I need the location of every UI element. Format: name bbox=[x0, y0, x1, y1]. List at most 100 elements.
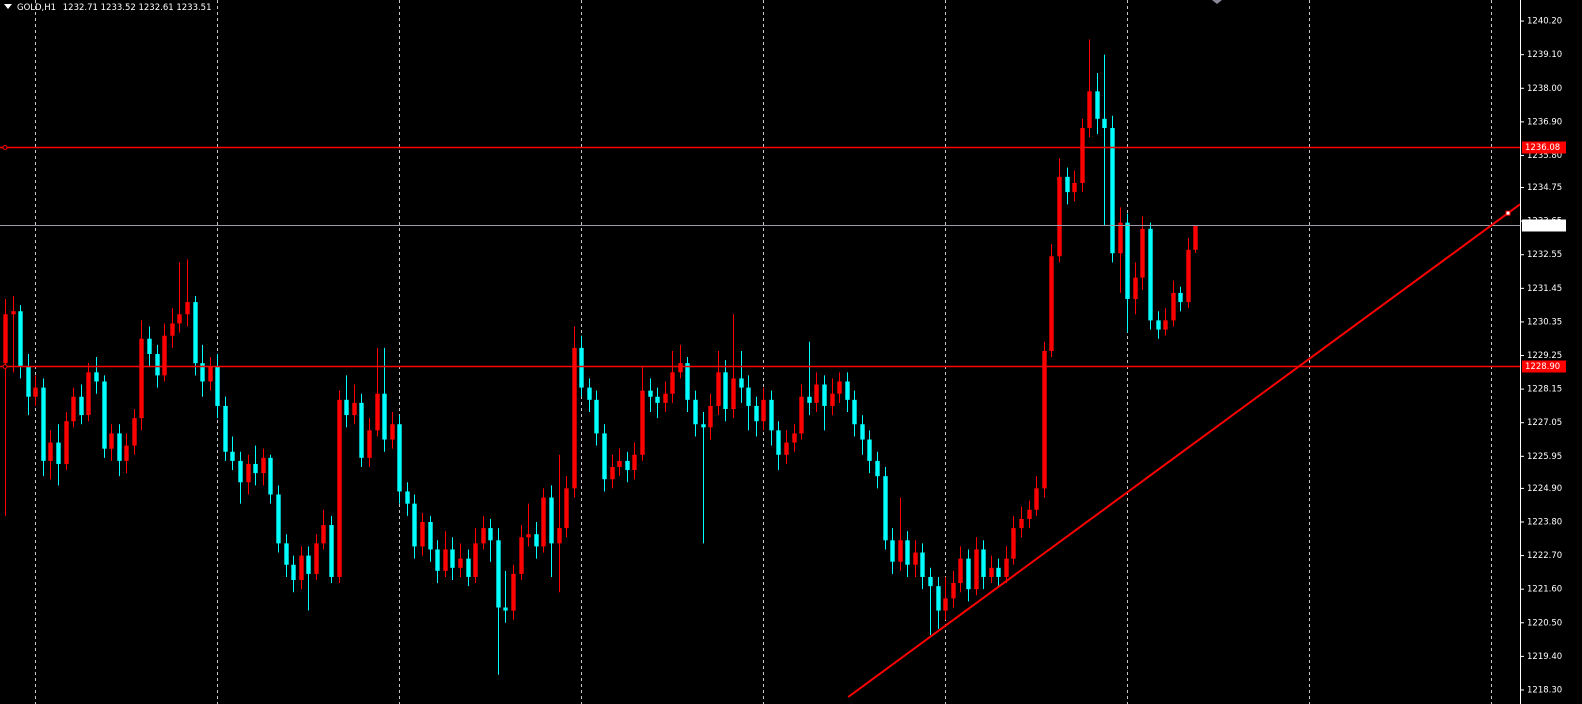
candle-body bbox=[898, 540, 903, 562]
candle-body bbox=[958, 558, 963, 584]
header-high: 1233.52 bbox=[101, 3, 136, 13]
candle-body bbox=[1140, 228, 1145, 278]
y-tick-label: 1225.95 bbox=[1527, 452, 1562, 462]
candle-body bbox=[519, 537, 524, 574]
candle-body bbox=[124, 445, 129, 461]
candle-body bbox=[1125, 222, 1130, 300]
candle-body bbox=[769, 399, 774, 431]
candle-body bbox=[443, 549, 448, 571]
candle-body bbox=[1011, 528, 1016, 559]
chart-header: GOLD,H1 1232.71 1233.52 1232.61 1233.51 bbox=[17, 3, 212, 13]
candle-body bbox=[761, 399, 766, 422]
candle-body bbox=[261, 457, 266, 474]
candle-body bbox=[367, 430, 372, 458]
candle-body bbox=[845, 381, 850, 400]
candle-body bbox=[496, 540, 501, 608]
candle-body bbox=[162, 335, 167, 376]
menu-arrow[interactable] bbox=[4, 4, 12, 9]
candle-body bbox=[428, 521, 433, 550]
candle-body bbox=[905, 540, 910, 565]
candle-body bbox=[405, 491, 410, 504]
candle-body bbox=[739, 378, 744, 388]
candle-body bbox=[314, 543, 319, 574]
y-tick-label: 1223.80 bbox=[1527, 517, 1562, 527]
candle-body bbox=[1087, 91, 1092, 128]
candle-body bbox=[784, 442, 789, 455]
candle-body bbox=[822, 384, 827, 406]
y-tick-label: 1231.45 bbox=[1527, 284, 1562, 294]
candle-body bbox=[466, 558, 471, 577]
y-tick-label: 1240.20 bbox=[1527, 17, 1562, 27]
candle-body bbox=[557, 528, 562, 544]
candle-body bbox=[1072, 182, 1077, 193]
candle-body bbox=[132, 418, 137, 446]
candle-body bbox=[776, 430, 781, 455]
candle-body bbox=[526, 534, 531, 538]
candle-body bbox=[11, 311, 16, 315]
candle-body bbox=[33, 387, 38, 397]
candle-body bbox=[321, 525, 326, 544]
candle-body bbox=[913, 552, 918, 565]
candle-body bbox=[291, 564, 296, 581]
candle-body bbox=[875, 460, 880, 477]
candle-body bbox=[1118, 222, 1123, 254]
candle-body bbox=[1095, 91, 1100, 119]
candle-body bbox=[238, 460, 243, 483]
candle-body bbox=[716, 372, 721, 406]
candle-body bbox=[450, 549, 455, 568]
candle-body bbox=[549, 497, 554, 544]
candle-body bbox=[1034, 488, 1039, 510]
candle-body bbox=[94, 372, 99, 382]
trendline-handle bbox=[1505, 210, 1511, 216]
y-tick-label: 1232.55 bbox=[1527, 250, 1562, 260]
candle-body bbox=[473, 543, 478, 577]
candle-body bbox=[602, 433, 607, 480]
candle-body bbox=[253, 463, 258, 474]
candle-body bbox=[867, 439, 872, 461]
candle-body bbox=[655, 396, 660, 403]
candle-body bbox=[943, 598, 948, 611]
candle-body bbox=[359, 402, 364, 458]
candle-body bbox=[64, 421, 69, 464]
candle-body bbox=[284, 543, 289, 565]
candle-body bbox=[329, 525, 334, 577]
candle-body bbox=[648, 390, 653, 397]
candle-body bbox=[883, 476, 888, 541]
y-tick-label: 1224.90 bbox=[1527, 484, 1562, 494]
candle-body bbox=[625, 460, 630, 471]
y-tick-label: 1227.05 bbox=[1527, 418, 1562, 428]
y-tick-label: 1229.25 bbox=[1527, 351, 1562, 361]
candle-body bbox=[1186, 249, 1191, 303]
candle-body bbox=[397, 424, 402, 492]
level-anchor bbox=[2, 145, 8, 150]
y-tick-label: 1236.90 bbox=[1527, 117, 1562, 127]
candle-body bbox=[541, 497, 546, 547]
candle-body bbox=[610, 467, 615, 480]
candle-body bbox=[26, 366, 31, 397]
bid-label-bg bbox=[1522, 219, 1566, 232]
candle-body bbox=[1004, 558, 1009, 577]
y-tick-label: 1222.70 bbox=[1527, 551, 1562, 561]
candle-body bbox=[564, 488, 569, 529]
candle-body bbox=[344, 399, 349, 416]
y-tick-label: 1228.15 bbox=[1527, 385, 1562, 395]
candle-body bbox=[534, 534, 539, 547]
candle-body bbox=[337, 399, 342, 577]
candle-body bbox=[792, 433, 797, 443]
candle-body bbox=[1133, 277, 1138, 300]
candle-body bbox=[3, 314, 8, 364]
price-axis: 1240.20 1239.10 1238.00 1236.90 1235.80 1234.… bbox=[1520, 0, 1566, 704]
candle-body bbox=[989, 567, 994, 577]
candle-body bbox=[375, 393, 380, 431]
candle-body bbox=[177, 314, 182, 324]
candle-body bbox=[1178, 292, 1183, 303]
candle-body bbox=[435, 549, 440, 571]
bid-label: 1233.51 bbox=[1525, 221, 1560, 231]
y-tick-label: 1238.00 bbox=[1527, 84, 1562, 94]
candle-body bbox=[193, 302, 198, 364]
y-tick-label: 1239.10 bbox=[1527, 50, 1562, 60]
candle-body bbox=[799, 396, 804, 434]
